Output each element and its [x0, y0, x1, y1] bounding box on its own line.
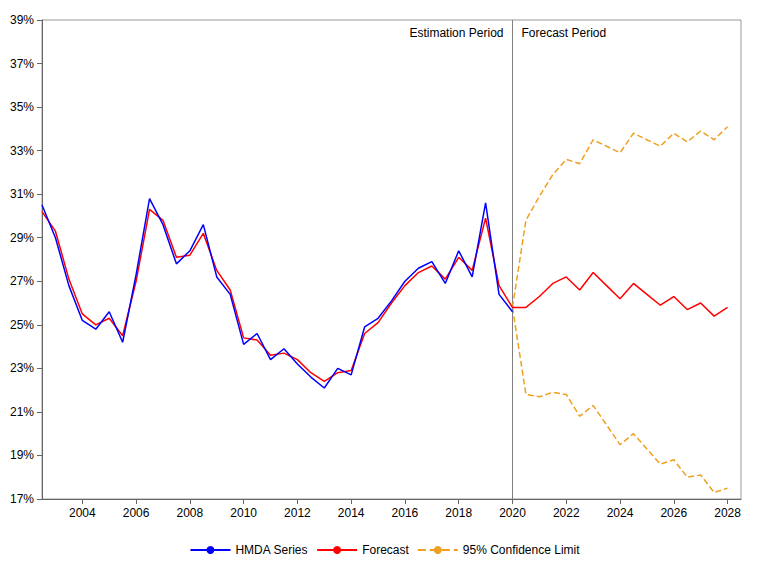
- svg-text:2020: 2020: [499, 506, 526, 520]
- svg-text:31%: 31%: [10, 187, 34, 201]
- svg-text:27%: 27%: [10, 274, 34, 288]
- svg-text:25%: 25%: [10, 318, 34, 332]
- svg-text:29%: 29%: [10, 231, 34, 245]
- svg-text:2008: 2008: [177, 506, 204, 520]
- svg-text:2016: 2016: [392, 506, 419, 520]
- svg-text:23%: 23%: [10, 361, 34, 375]
- svg-text:2014: 2014: [338, 506, 365, 520]
- svg-text:2024: 2024: [607, 506, 634, 520]
- svg-text:17%: 17%: [10, 492, 34, 506]
- svg-text:2022: 2022: [553, 506, 580, 520]
- svg-text:2012: 2012: [284, 506, 311, 520]
- svg-text:2028: 2028: [714, 506, 741, 520]
- svg-text:2026: 2026: [660, 506, 687, 520]
- svg-text:Estimation Period: Estimation Period: [409, 26, 503, 40]
- svg-text:2006: 2006: [123, 506, 150, 520]
- svg-text:2010: 2010: [230, 506, 257, 520]
- svg-text:39%: 39%: [10, 13, 34, 27]
- svg-text:37%: 37%: [10, 57, 34, 71]
- svg-text:21%: 21%: [10, 405, 34, 419]
- svg-text:19%: 19%: [10, 448, 34, 462]
- svg-text:2004: 2004: [69, 506, 96, 520]
- svg-text:HMDA Series: HMDA Series: [235, 543, 307, 557]
- svg-text:33%: 33%: [10, 144, 34, 158]
- svg-text:35%: 35%: [10, 100, 34, 114]
- svg-text:95% Confidence Limit: 95% Confidence Limit: [463, 543, 580, 557]
- svg-text:2018: 2018: [445, 506, 472, 520]
- svg-text:Forecast: Forecast: [362, 543, 409, 557]
- svg-text:Forecast Period: Forecast Period: [521, 26, 606, 40]
